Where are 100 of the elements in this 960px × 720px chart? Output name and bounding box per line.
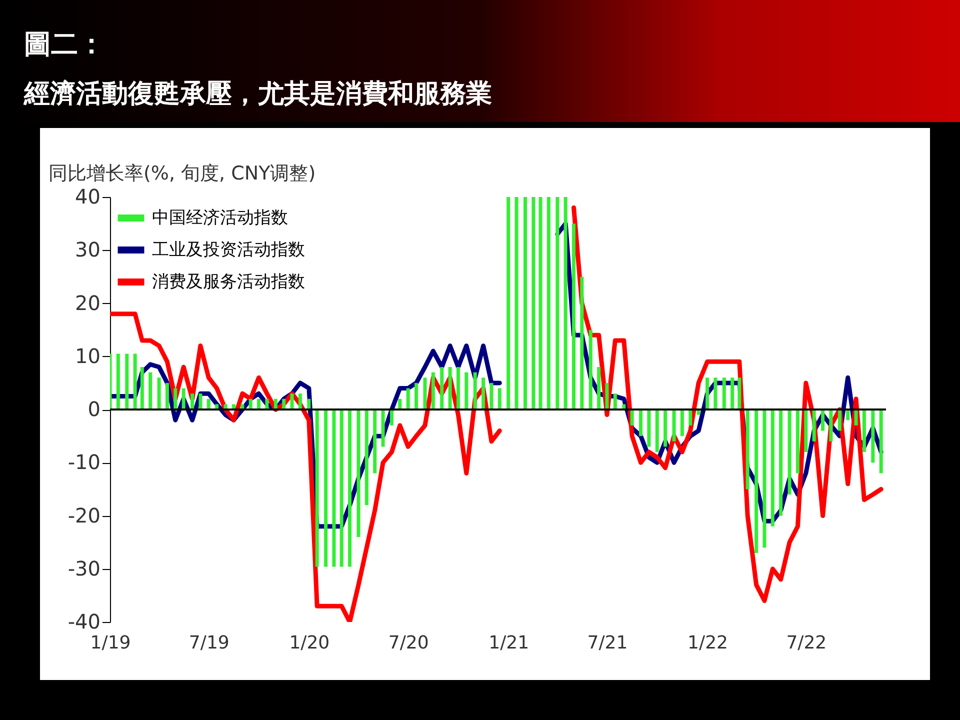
bar [125, 354, 129, 410]
bar [722, 378, 726, 410]
bar [140, 367, 144, 410]
x-tick-label: 1/22 [688, 632, 728, 654]
bar [532, 197, 536, 410]
bar [738, 378, 742, 410]
bar [564, 197, 568, 410]
bar [838, 410, 842, 431]
x-tick-label: 7/20 [388, 632, 429, 654]
bar [655, 410, 659, 452]
bar [406, 388, 410, 410]
y-tick-label: 10 [75, 344, 100, 368]
legend-label: 工业及投资活动指数 [152, 240, 305, 260]
bar [680, 410, 684, 436]
bar [506, 197, 510, 410]
y-tick-label: -40 [68, 610, 100, 634]
bar [862, 410, 866, 452]
bar [390, 410, 394, 426]
bar [157, 378, 161, 410]
bar [356, 410, 360, 537]
y-tick-label: 40 [75, 184, 100, 208]
bar [423, 378, 427, 410]
bar [182, 388, 186, 410]
bar [730, 378, 734, 410]
bar [804, 410, 808, 452]
bar [597, 367, 601, 410]
bar [332, 410, 336, 567]
bar [706, 378, 710, 410]
y-tick-label: 30 [75, 238, 100, 262]
bar [456, 367, 460, 410]
bar [498, 388, 502, 410]
bar [588, 330, 592, 410]
bar [762, 410, 766, 548]
bar [298, 394, 302, 410]
bar [605, 382, 609, 410]
y-tick-label: 20 [75, 290, 100, 315]
bar [829, 410, 833, 442]
legend-label: 消费及服务活动指数 [152, 272, 305, 292]
x-tick-label: 7/19 [188, 632, 230, 654]
bar [448, 367, 452, 410]
bar [514, 197, 518, 410]
bar [148, 372, 152, 410]
bar [788, 410, 792, 494]
bar [490, 382, 494, 410]
bar [664, 410, 668, 447]
bar [812, 410, 816, 442]
bar [580, 276, 584, 410]
bar [116, 354, 120, 410]
bar [133, 354, 137, 410]
bar [373, 410, 377, 474]
bar [854, 410, 858, 426]
legend-label: 中国经济活动指数 [152, 208, 288, 228]
bar [746, 410, 750, 490]
bar [340, 410, 344, 567]
bar [871, 410, 875, 463]
chart-subtitle: 經濟活動復甦承壓，尤其是消費和服務業 [24, 78, 492, 111]
bar [290, 394, 294, 410]
bar [414, 382, 418, 410]
bar [556, 197, 560, 410]
y-tick-label: -30 [68, 556, 100, 580]
y-axis-title: 同比增长率(%, 旬度, CNY调整) [48, 162, 316, 184]
bar [190, 394, 194, 410]
bar [754, 410, 758, 553]
bar [440, 367, 444, 410]
bar [688, 410, 692, 426]
x-tick-label: 7/22 [786, 632, 827, 654]
bar [348, 410, 352, 567]
bar [464, 372, 468, 410]
bar [796, 410, 800, 474]
bar [174, 388, 178, 410]
bar [639, 410, 643, 436]
bar [431, 372, 435, 410]
x-tick-label: 7/21 [587, 632, 628, 654]
bar [473, 372, 477, 410]
bar [879, 410, 883, 474]
y-tick-label: -20 [68, 503, 100, 528]
bar [165, 382, 169, 410]
bar [647, 410, 651, 447]
bar [546, 197, 550, 410]
bar [821, 410, 825, 431]
x-tick-label: 1/19 [90, 632, 131, 654]
bar [572, 224, 576, 410]
bar [770, 410, 774, 526]
y-tick-label: -10 [68, 450, 100, 474]
bar [381, 410, 385, 447]
bar [630, 410, 634, 426]
bar [364, 410, 368, 506]
y-tick-label: 0 [88, 397, 100, 421]
bar [538, 197, 542, 410]
x-tick-label: 1/21 [488, 632, 530, 654]
bar [779, 410, 783, 516]
bar [482, 378, 486, 410]
x-tick-label: 1/20 [289, 632, 330, 654]
chart-title: 圖二： [24, 28, 105, 62]
bar [523, 197, 527, 410]
bar [198, 394, 202, 410]
bar [613, 394, 617, 410]
bar [672, 410, 676, 442]
bar [714, 378, 718, 410]
bar [315, 410, 319, 567]
